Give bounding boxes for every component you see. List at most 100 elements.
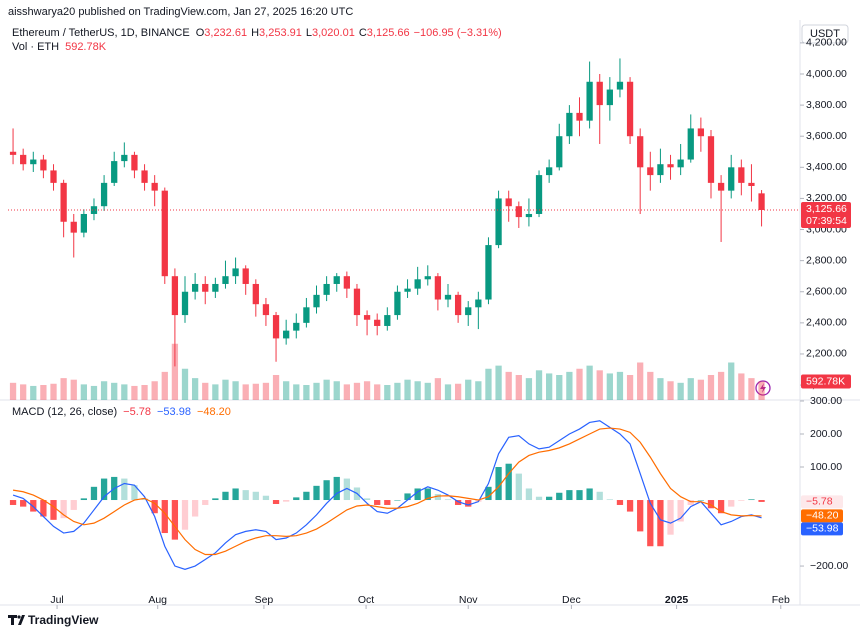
candle-body bbox=[151, 182, 158, 191]
currency[interactable]: USDT bbox=[810, 28, 840, 40]
volume-box bbox=[801, 374, 851, 389]
macd-histogram-bar bbox=[728, 500, 735, 507]
volume-bar bbox=[252, 383, 259, 400]
candle-body bbox=[80, 213, 87, 233]
volume-legend: Vol · ETH 592.78K bbox=[12, 41, 107, 53]
candle-body bbox=[758, 193, 765, 210]
macd-histogram-bar bbox=[303, 491, 310, 501]
candle-body bbox=[748, 182, 755, 186]
candle-body bbox=[525, 213, 533, 218]
volume-bar bbox=[232, 381, 239, 400]
volume-bar bbox=[303, 385, 310, 400]
macd-histogram-bar bbox=[252, 491, 259, 501]
candle-body bbox=[141, 170, 148, 183]
volume-bar bbox=[171, 343, 179, 400]
volume-bar bbox=[20, 384, 27, 400]
candle-body bbox=[171, 276, 179, 316]
candle-body bbox=[535, 175, 543, 214]
candle-body bbox=[252, 283, 259, 305]
volume-bar bbox=[151, 381, 158, 400]
volume-bar bbox=[434, 378, 442, 400]
candle-body bbox=[495, 198, 502, 246]
y-tick-label: 4,200.00 bbox=[806, 37, 847, 49]
candle-body bbox=[717, 182, 725, 191]
volume-bar bbox=[566, 371, 573, 400]
macd-histogram-bar bbox=[50, 500, 57, 520]
volume-bar bbox=[9, 382, 17, 400]
volume-bar bbox=[465, 379, 472, 400]
candle-body bbox=[353, 288, 361, 316]
macd-histogram-bar bbox=[546, 496, 553, 501]
y-tick-label: 2,200.00 bbox=[806, 348, 847, 360]
volume-bar bbox=[485, 368, 492, 400]
macd-histogram-bar bbox=[283, 500, 290, 502]
macd-value-label: −48.20 bbox=[806, 510, 839, 522]
candle-body bbox=[667, 164, 674, 168]
candle-body bbox=[677, 159, 684, 168]
candle-body bbox=[515, 206, 522, 218]
candle-body bbox=[232, 268, 239, 277]
candle-body bbox=[626, 81, 634, 137]
candle-body bbox=[313, 294, 320, 308]
candle-body bbox=[505, 198, 512, 207]
volume-bar bbox=[738, 373, 745, 400]
macd-name: MACD (12, 26, close) bbox=[12, 406, 117, 418]
macd-histogram-bar bbox=[505, 463, 512, 501]
macd-line bbox=[12, 420, 762, 570]
volume-bar bbox=[586, 365, 593, 400]
volume-bar bbox=[535, 370, 543, 400]
volume-bar bbox=[30, 385, 37, 400]
volume-bar bbox=[121, 384, 128, 400]
macd-histogram-bar bbox=[222, 491, 229, 501]
macd-histogram-bar bbox=[647, 500, 654, 547]
macd-histogram-bar bbox=[697, 500, 705, 501]
macd-value-box bbox=[801, 522, 843, 536]
volume-bar bbox=[576, 368, 583, 400]
macd-histogram-bar bbox=[9, 500, 17, 505]
candle-body bbox=[606, 89, 613, 106]
macd-histogram-bar bbox=[202, 500, 209, 505]
volume-bar bbox=[313, 382, 320, 400]
logo bbox=[8, 615, 25, 625]
macd-histogram-bar bbox=[667, 500, 674, 535]
macd-histogram-bar bbox=[343, 478, 350, 501]
ohlc-value: 3,020.01 bbox=[312, 27, 355, 39]
volume-bar bbox=[616, 371, 624, 400]
macd-value: −53.98 bbox=[157, 406, 191, 418]
candle-body bbox=[40, 159, 47, 171]
macd-histogram-bar bbox=[717, 500, 725, 514]
candle-body bbox=[121, 154, 128, 162]
macd-histogram-bar bbox=[80, 498, 87, 501]
volume-bar bbox=[181, 368, 189, 400]
currency-button[interactable] bbox=[801, 24, 849, 44]
lightning-icon[interactable] bbox=[755, 380, 771, 396]
volume-bar bbox=[343, 384, 350, 400]
candle-body bbox=[546, 167, 553, 176]
macd-histogram-bar bbox=[414, 488, 421, 501]
macd-y-tick-label: 100.00 bbox=[810, 461, 842, 473]
candle-body bbox=[586, 81, 593, 121]
candle-body bbox=[374, 319, 381, 326]
ohlc-label: L bbox=[306, 27, 312, 39]
candle-body bbox=[323, 283, 330, 295]
macd-histogram-bar bbox=[616, 500, 624, 505]
macd-histogram-bar bbox=[242, 490, 249, 501]
macd-histogram-bar bbox=[424, 488, 431, 501]
candle-body bbox=[697, 128, 705, 137]
y-tick-label: 2,600.00 bbox=[806, 286, 847, 298]
y-tick-label: 3,600.00 bbox=[806, 130, 847, 142]
ohlc-value: 3,232.61 bbox=[204, 27, 247, 39]
candle-body bbox=[131, 154, 138, 171]
macd-histogram-bar bbox=[60, 500, 67, 519]
macd-histogram-bar bbox=[485, 486, 492, 501]
volume-bar bbox=[424, 382, 431, 400]
candle-body bbox=[404, 288, 411, 292]
x-tick-label: Dec bbox=[562, 594, 581, 606]
candle-body bbox=[161, 190, 168, 277]
ohlc-label: C bbox=[359, 27, 367, 39]
volume-bar bbox=[50, 383, 57, 400]
macd-histogram-bar bbox=[637, 500, 644, 532]
volume-bar bbox=[353, 382, 361, 400]
macd-value-box bbox=[801, 509, 843, 523]
